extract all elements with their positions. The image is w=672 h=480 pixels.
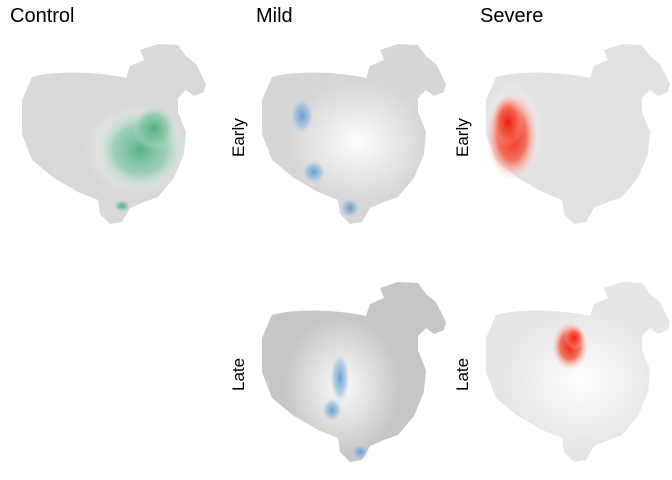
- tissue-map-control: [22, 44, 206, 224]
- column-title-control: Control: [10, 5, 75, 27]
- tissue-map-severe-early: [482, 44, 670, 224]
- tissue-map-mild-early: [262, 44, 446, 224]
- tissue-map-severe-late: [486, 282, 670, 462]
- row-label-mild-early: Early: [229, 118, 248, 157]
- tissue-map-mild-late: [262, 282, 446, 462]
- column-title-mild: Mild: [256, 5, 293, 27]
- row-label-mild-late: Late: [229, 357, 248, 391]
- column-title-severe: Severe: [480, 5, 544, 27]
